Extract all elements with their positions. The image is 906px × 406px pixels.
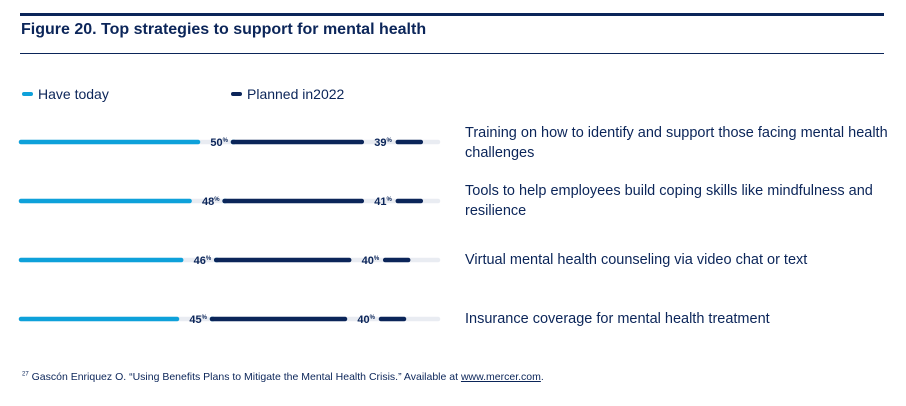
- category-label: Insurance coverage for mental health tre…: [465, 311, 770, 327]
- bar-chart: 50% 39% 48% 41% 46% 40% 45% 40%: [18, 137, 441, 326]
- legend-swatch-planned: [231, 92, 242, 96]
- data-label-have-today: 45%: [189, 314, 207, 326]
- top-rule: [20, 13, 884, 16]
- legend-planned: Planned in2022: [231, 86, 344, 102]
- data-label-have-today: 48%: [202, 196, 220, 208]
- figure-title: Figure 20. Top strategies to support for…: [21, 21, 427, 38]
- legend-swatch-have-today: [22, 92, 33, 96]
- footnote-text: Gascón Enriquez O. “Using Benefits Plans…: [28, 371, 461, 383]
- data-label-have-today: 46%: [194, 255, 212, 267]
- category-label: Training on how to identify and support …: [465, 125, 888, 161]
- legend-label-have-today: Have today: [38, 86, 109, 102]
- category-label: Tools to help employees build coping ski…: [465, 183, 873, 219]
- category-label: Virtual mental health counseling via vid…: [465, 252, 808, 268]
- data-label-planned: 39%: [374, 137, 392, 149]
- data-label-have-today: 50%: [210, 137, 228, 149]
- footnote: 27 Gascón Enriquez O. “Using Benefits Pl…: [22, 371, 544, 383]
- data-label-planned: 41%: [374, 196, 392, 208]
- legend-label-planned: Planned in2022: [247, 86, 345, 102]
- footnote-end: .: [540, 371, 544, 383]
- data-label-planned: 40%: [362, 255, 380, 267]
- title-rule: [20, 53, 884, 54]
- legend-have-today: Have today: [22, 86, 109, 102]
- footnote-link[interactable]: www.mercer.com: [460, 371, 541, 383]
- data-label-planned: 40%: [357, 314, 375, 326]
- footnote-marker: 27: [22, 371, 29, 378]
